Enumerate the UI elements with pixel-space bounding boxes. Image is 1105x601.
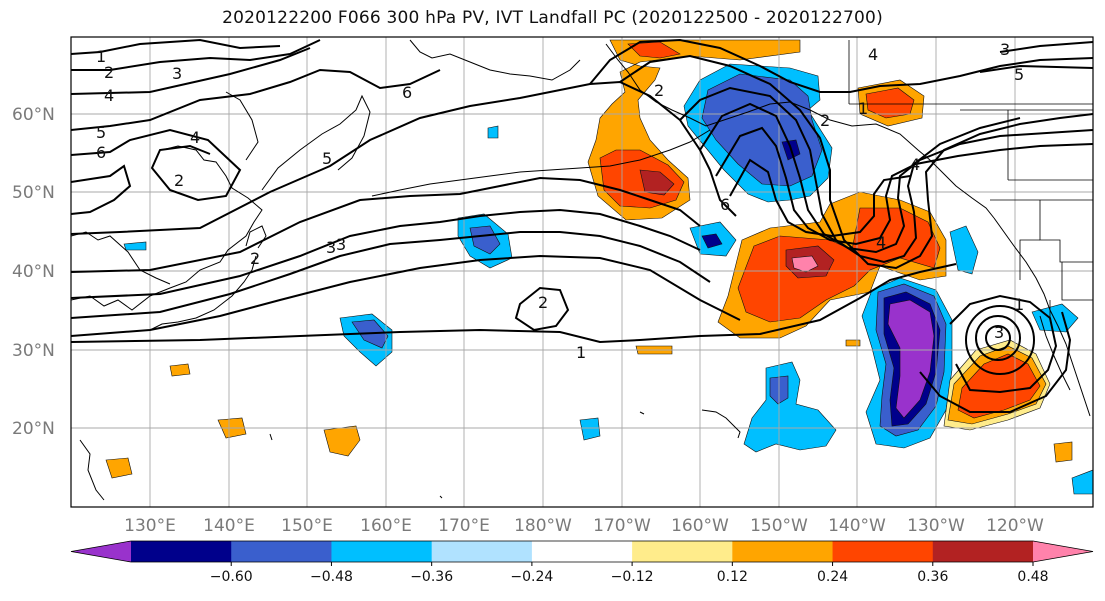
contour-label: 2 <box>174 171 184 190</box>
colorbar-swatch <box>331 541 433 562</box>
colorbar-outline <box>70 540 1094 563</box>
contour-label: 1 <box>96 47 106 66</box>
colorbar-extend-max <box>1033 541 1093 562</box>
contour-label: 3 <box>336 235 346 254</box>
lat-label: 60°N <box>12 105 55 125</box>
map-frame <box>70 36 1094 508</box>
lat-label: 50°N <box>12 183 55 203</box>
positive-anomaly-s4 <box>169 363 191 377</box>
lon-label: 130°W <box>907 516 965 536</box>
contour-label: 2 <box>250 249 260 268</box>
contour-label: 1 <box>576 343 586 362</box>
contour-labels: 1 2 3 4 5 6 1 2 3 4 6 5 4 3 2 1 2 6 4 4 … <box>96 40 1024 362</box>
colorbar-swatch <box>131 541 232 562</box>
lat-label: 20°N <box>12 419 55 439</box>
contour-label: 4 <box>104 86 114 105</box>
positive-anomaly-s1 <box>323 425 361 457</box>
lon-label: 150°E <box>281 516 333 536</box>
contour-label: 6 <box>96 143 106 162</box>
contour-label: 3 <box>994 323 1004 342</box>
colorbar-swatch <box>832 541 934 562</box>
contour-label: 4 <box>190 128 200 147</box>
lon-label: 140°E <box>203 516 255 536</box>
negative-anomaly-small3 <box>123 241 147 251</box>
map-title: 2020122200 F066 300 hPa PV, IVT Landfall… <box>222 8 883 28</box>
positive-anomaly-bering-max <box>639 169 675 196</box>
coastlines <box>71 39 1091 501</box>
colorbar-tick-label: 0.12 <box>717 569 748 585</box>
contour-label: 3 <box>326 238 336 257</box>
positive-anomaly-s7 <box>845 339 861 347</box>
colorbar-tick-label: 0.48 <box>1017 569 1048 585</box>
colorbar-segments <box>70 540 1094 563</box>
contour-label: 4 <box>910 155 920 174</box>
positive-anomaly-s6 <box>1053 441 1073 463</box>
contour-label: 4 <box>876 233 886 252</box>
negative-anomaly-small1 <box>579 417 601 441</box>
contour-label: 1 <box>1014 295 1024 314</box>
colorbar-swatch <box>231 541 332 562</box>
lon-label: 170°W <box>593 516 651 536</box>
colorbar-swatch <box>632 541 733 562</box>
lon-label: 150°W <box>750 516 808 536</box>
lon-label: 160°W <box>671 516 729 536</box>
contour-label: 1 <box>858 99 868 118</box>
positive-anomaly-north <box>627 41 681 59</box>
positive-anomaly-s3 <box>105 457 133 479</box>
negative-anomaly-small4 <box>1071 469 1093 495</box>
latitude-labels: 60°N 50°N 40°N 30°N 20°N <box>12 105 55 439</box>
lat-label: 30°N <box>12 341 55 361</box>
lat-label: 40°N <box>12 262 55 282</box>
colorbar-tick-label: 0.24 <box>817 569 848 585</box>
colorbar-swatch <box>431 541 533 562</box>
contour-label: 3 <box>172 64 182 83</box>
colorbar-tick-label: −0.24 <box>510 569 553 585</box>
contour-label: 3 <box>1000 40 1010 59</box>
contour-label: 6 <box>402 83 412 102</box>
positive-anomaly-central-max <box>791 255 819 273</box>
colorbar-extend-min <box>71 541 131 562</box>
contour-label: 4 <box>868 45 878 64</box>
colorbar-ticks: −0.60 −0.48 −0.36 −0.24 −0.12 0.12 0.24 0.36 0.4… <box>210 562 1049 585</box>
negative-anomaly-w3-core <box>701 233 723 249</box>
colorbar-tick-label: 0.36 <box>917 569 948 585</box>
contour-label: 5 <box>322 149 332 168</box>
pv-contours <box>71 38 1093 413</box>
contour-label: 5 <box>1014 65 1024 84</box>
lon-label: 160°E <box>360 516 412 536</box>
contour-label: 2 <box>654 81 664 100</box>
lon-label: 140°W <box>828 516 886 536</box>
colorbar-swatch <box>932 541 1034 562</box>
colorbar-tick-label: −0.36 <box>410 569 453 585</box>
colorbar-tick-label: −0.12 <box>611 569 654 585</box>
contour-label: 2 <box>820 111 830 130</box>
contour-label: 6 <box>720 195 730 214</box>
negative-anomaly-hawaii <box>743 361 837 453</box>
lon-label: 130°E <box>124 516 176 536</box>
colorbar-tick-label: −0.60 <box>210 569 253 585</box>
negative-anomaly-w1-core <box>469 225 501 255</box>
lon-label: 170°E <box>438 516 490 536</box>
negative-anomaly-coast <box>949 225 979 275</box>
colorbar: −0.60 −0.48 −0.36 −0.24 −0.12 0.12 0.24 0.36 0.4… <box>70 540 1094 585</box>
negative-anomaly-small2 <box>487 125 499 139</box>
colorbar-tick-label: −0.48 <box>310 569 353 585</box>
longitude-labels: 130°E 140°E 150°E 160°E 170°E 180°W 170°… <box>124 516 1044 536</box>
colorbar-swatch <box>732 541 834 562</box>
lon-label: 120°W <box>986 516 1044 536</box>
colorbar-swatch <box>531 541 633 562</box>
contour-label: 5 <box>96 123 106 142</box>
shaded-field <box>105 39 1093 495</box>
negative-anomaly-subtropical-core <box>887 299 935 419</box>
contour-label: 2 <box>538 293 548 312</box>
lon-label: 180°W <box>514 516 572 536</box>
contour-label: 2 <box>104 63 114 82</box>
